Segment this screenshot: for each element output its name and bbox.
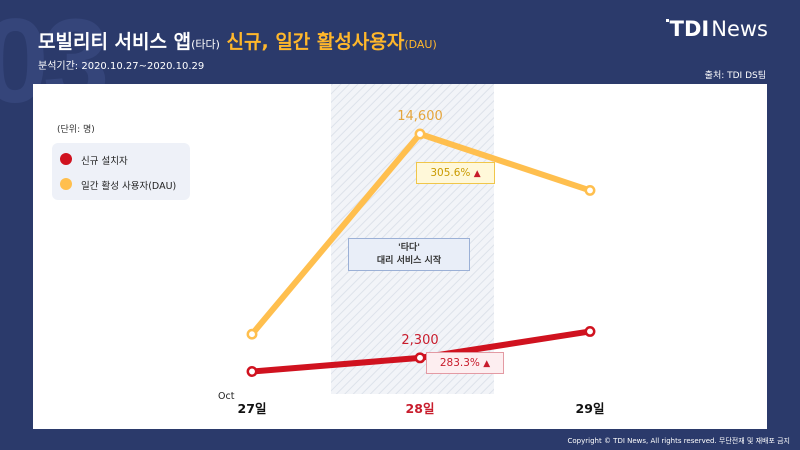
data-point — [246, 366, 258, 377]
x-tick-label: 28일 — [406, 401, 435, 416]
data-point — [414, 352, 426, 364]
new-change-badge: 283.3% ▲ — [426, 352, 504, 374]
dau-change-badge: 305.6% ▲ — [416, 162, 495, 184]
data-label: 14,600 — [397, 109, 443, 124]
page-title: 모빌리티 서비스 앱(타다) 신규, 일간 활성사용자(DAU) — [38, 27, 437, 54]
event-annotation: '타다' 대리 서비스 시작 — [348, 238, 470, 271]
legend-label-new: 신규 설치자 — [81, 156, 128, 167]
unit-label: (단위: 명) — [57, 124, 95, 135]
logo-bold: TDI — [669, 17, 710, 41]
x-tick-label: 27일 — [238, 401, 267, 416]
data-point — [584, 326, 596, 337]
event-line-2: 대리 서비스 시작 — [376, 256, 442, 266]
title-app: (타다) — [191, 38, 220, 51]
data-point — [414, 128, 426, 140]
title-accent: 신규, 일간 활성사용자(DAU) — [227, 31, 437, 53]
dau-change-value: 305.6% — [430, 167, 471, 179]
up-arrow-icon: ▲ — [473, 169, 481, 179]
title-accent-text: 신규, 일간 활성사용자 — [226, 31, 405, 53]
data-point — [246, 328, 258, 340]
x-tick-label: 29일 — [576, 401, 605, 416]
legend: 신규 설치자 일간 활성 사용자(DAU) — [52, 143, 190, 200]
logo-rest: News — [711, 17, 768, 41]
title-main: 모빌리티 서비스 앱 — [38, 31, 192, 53]
legend-dot-dau — [60, 178, 72, 190]
data-label: 2,300 — [401, 333, 438, 348]
logo-icon — [665, 19, 669, 22]
legend-label-dau: 일간 활성 사용자(DAU) — [81, 181, 177, 192]
event-line-1: '타다' — [397, 243, 421, 253]
copyright: Copyright © TDI News, All rights reserve… — [567, 437, 790, 445]
up-arrow-icon: ▲ — [483, 359, 491, 369]
title-accent-small: (DAU) — [404, 38, 437, 51]
analysis-period: 분석기간: 2020.10.27~2020.10.29 — [38, 61, 205, 72]
data-point — [584, 184, 596, 196]
legend-dot-new — [60, 153, 72, 165]
x-prefix-label: Oct — [218, 391, 235, 402]
source-label: 출처: TDI DS팀 — [704, 71, 766, 81]
logo: TDINews — [665, 17, 768, 41]
new-change-value: 283.3% — [439, 357, 480, 369]
